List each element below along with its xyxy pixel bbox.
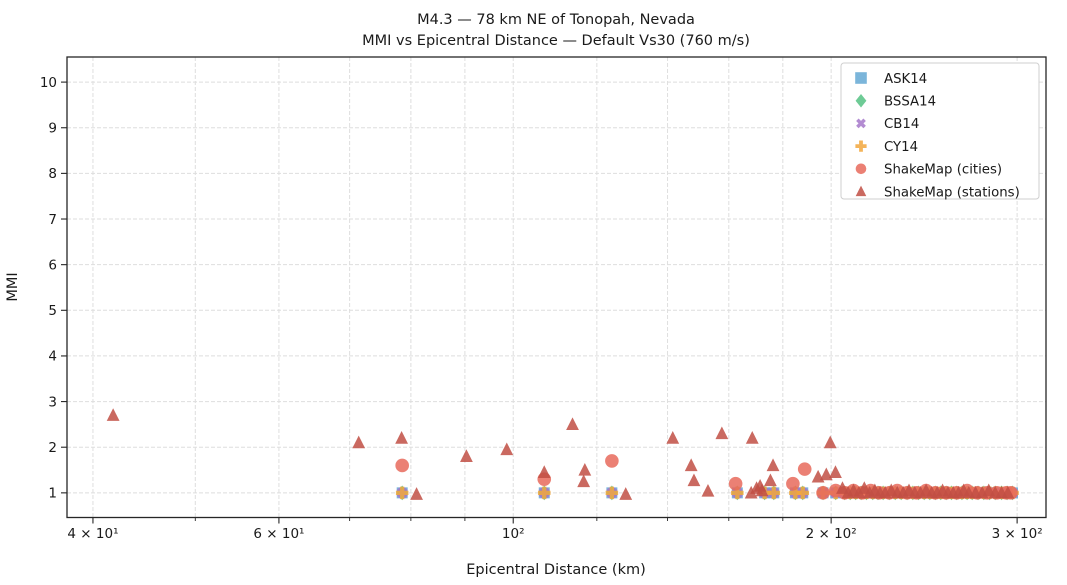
plot-frame: [66, 56, 1047, 519]
legend-label-shakemap-cities: ShakeMap (cities): [884, 163, 1002, 178]
point-shakemap-stations: [578, 462, 592, 476]
point-shakemap-stations: [745, 431, 759, 444]
y-tick-label: 9: [48, 121, 57, 137]
grid: [67, 57, 1046, 518]
legend: ASK14 BSSA14 CB14 CY14 ShakeMap (cities) Shak…: [840, 62, 1040, 200]
point-shakemap-stations: [460, 449, 473, 462]
legend-marker-shakemap-cities: [855, 163, 867, 175]
point-shakemap-stations: [829, 465, 842, 478]
point-shakemap-stations: [764, 473, 777, 487]
series-shakemap-stations: [106, 408, 1015, 500]
axes-ticks: 4 × 10¹ 6 × 10¹ 10² 2 × 10² 3 × 10² 1 2 3 4 5 6 7 8 9…: [40, 75, 1043, 542]
point-shakemap-stations: [106, 408, 120, 421]
point-shakemap-stations: [352, 435, 366, 449]
x-tick-label: 4 × 10¹: [67, 526, 118, 542]
point-shakemap-stations: [410, 487, 423, 500]
point-shakemap-stations: [819, 467, 833, 481]
legend-marker-bssa14: [855, 93, 867, 108]
y-tick-label: 7: [48, 212, 57, 228]
point-cy14: [605, 486, 619, 500]
data-points: [106, 408, 1019, 501]
legend-marker-shakemap-stations: [855, 185, 867, 197]
point-shakemap-stations: [701, 483, 715, 497]
y-axis-label: MMI: [5, 272, 21, 301]
point-shakemap-cities: [395, 458, 409, 473]
legend-label-cy14: CY14: [884, 140, 918, 155]
point-cy14: [789, 486, 802, 500]
point-shakemap-stations: [684, 458, 698, 472]
point-shakemap-stations: [755, 483, 769, 497]
legend-marker-cy14: [855, 140, 867, 152]
x-axis-label: Epicentral Distance (km): [466, 562, 646, 578]
point-cy14: [395, 486, 409, 500]
point-shakemap-cities: [605, 454, 619, 468]
x-tick-label: 6 × 10¹: [253, 526, 304, 542]
point-shakemap-stations: [823, 435, 837, 449]
point-shakemap-stations: [577, 474, 591, 488]
point-shakemap-cities: [786, 476, 800, 491]
legend-label-bssa14: BSSA14: [884, 95, 936, 110]
x-tick-label: 3 × 10²: [992, 526, 1043, 542]
chart-subtitle: MMI vs Epicentral Distance — Default Vs3…: [362, 33, 750, 49]
y-tick-label: 6: [48, 257, 57, 273]
point-shakemap-cities: [728, 476, 743, 491]
point-shakemap-stations: [537, 465, 551, 478]
point-shakemap-stations: [500, 442, 514, 456]
chart-title: M4.3 — 78 km NE of Tonopah, Nevada: [417, 12, 695, 28]
y-tick-label: 8: [48, 166, 57, 182]
y-tick-label: 5: [48, 303, 57, 319]
legend-label-cb14: CB14: [884, 117, 919, 132]
point-shakemap-stations: [715, 426, 729, 440]
point-cy14: [767, 486, 781, 500]
legend-label-ask14: ASK14: [884, 72, 927, 87]
point-shakemap-stations: [566, 417, 579, 431]
y-tick-label: 10: [40, 75, 57, 91]
x-tick-label: 2 × 10²: [806, 526, 857, 542]
point-shakemap-stations: [666, 431, 680, 444]
point-shakemap-stations: [687, 473, 701, 487]
x-tick-label: 10²: [502, 526, 525, 542]
point-cy14: [731, 486, 744, 500]
point-shakemap-stations: [1001, 485, 1015, 499]
point-cy14: [796, 486, 810, 500]
point-shakemap-stations: [395, 431, 409, 444]
legend-label-shakemap-stations: ShakeMap (stations): [884, 185, 1020, 200]
point-cy14: [537, 486, 551, 500]
point-shakemap-cities: [797, 462, 812, 476]
point-shakemap-cities: [816, 486, 830, 500]
point-shakemap-stations: [766, 458, 780, 472]
y-tick-label: 3: [48, 394, 57, 410]
y-tick-label: 4: [48, 349, 57, 365]
legend-box: [840, 62, 1040, 200]
legend-marker-ask14: [855, 72, 867, 84]
y-tick-label: 2: [48, 440, 57, 456]
point-shakemap-stations: [619, 487, 633, 500]
y-tick-label: 1: [48, 486, 57, 502]
legend-marker-cb14: [856, 118, 866, 129]
